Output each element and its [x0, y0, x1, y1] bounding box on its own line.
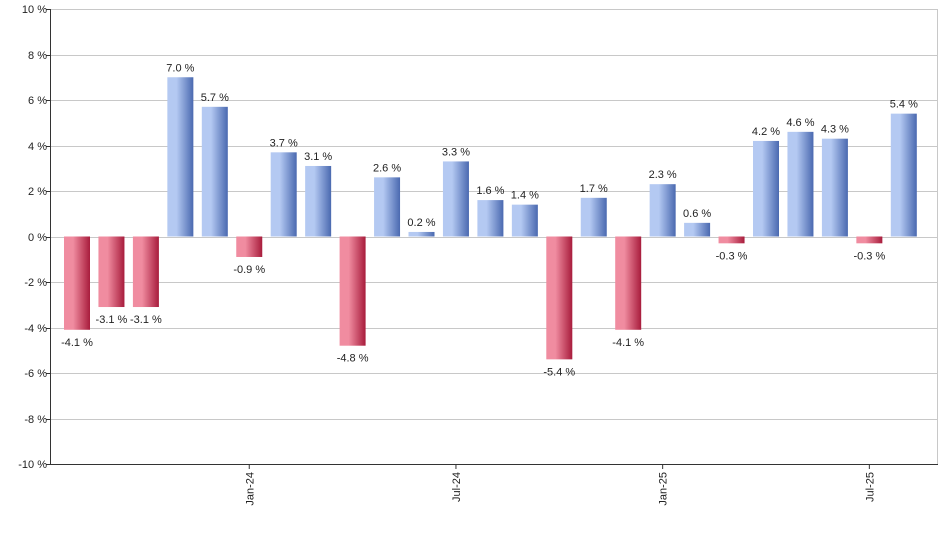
bar: [339, 236, 366, 346]
bar-value-label: 3.7 %: [270, 137, 298, 149]
bar-value-label: 7.0 %: [166, 62, 194, 74]
bar: [132, 236, 159, 308]
bar-value-label: 1.4 %: [511, 190, 539, 202]
bar: [374, 177, 401, 237]
bar-value-label: 4.3 %: [821, 124, 849, 136]
bar: [718, 236, 745, 244]
bar-value-label: -3.1 %: [96, 314, 128, 326]
bar: [477, 200, 504, 237]
data-labels: -4.1 %-3.1 % -3.1 %7.0 %5.7 %-0.9 %3.7 %3…: [61, 62, 918, 378]
bar-value-label: -4.1 %: [61, 337, 93, 349]
bar: [856, 236, 883, 244]
bar: [305, 165, 332, 237]
bar-value-label: -0.9 %: [233, 264, 265, 276]
bar-value-label: -4.1 %: [612, 337, 644, 349]
y-tick-label: -8 %: [24, 414, 47, 426]
y-tick-label: -10 %: [18, 459, 47, 471]
x-tick-label: Jan-24: [244, 472, 256, 506]
bar-value-label: 2.3 %: [649, 169, 677, 181]
bar-value-label: -0.3 %: [716, 250, 748, 262]
bar: [236, 236, 263, 257]
bar-value-label: -4.8 %: [337, 353, 369, 365]
y-tick-label: -4 %: [24, 323, 47, 335]
bar-value-label: 3.1 %: [304, 151, 332, 163]
bar-value-label: 0.2 %: [407, 217, 435, 229]
bar: [408, 231, 435, 237]
y-tick-label: 8 %: [28, 50, 47, 62]
y-tick-label: 10 %: [22, 4, 47, 16]
bar: [615, 236, 642, 330]
bar: [546, 236, 573, 360]
y-tick-label: 2 %: [28, 186, 47, 198]
bar-value-label: -5.4 %: [543, 366, 575, 378]
bar: [442, 161, 469, 237]
bar-value-label: 4.6 %: [786, 117, 814, 129]
y-tick-label: 4 %: [28, 141, 47, 153]
bar-value-label: -0.3 %: [853, 250, 885, 262]
y-tick-label: 6 %: [28, 95, 47, 107]
x-tick-label: Jul-24: [451, 472, 463, 502]
bars: [64, 77, 917, 360]
x-tick-label: Jul-25: [864, 472, 876, 502]
bar: [580, 197, 607, 237]
bar-value-label: 2.6 %: [373, 162, 401, 174]
bar-value-label: 5.4 %: [890, 99, 918, 111]
x-axis-ticks: Jan-24 Jul-24 Jan-25 Jul-25: [244, 464, 876, 506]
bar-value-label: 3.3 %: [442, 146, 470, 158]
bar: [684, 222, 711, 237]
bar-value-label: 1.6 %: [476, 185, 504, 197]
bar: [787, 131, 814, 237]
y-tick-label: -2 %: [24, 277, 47, 289]
bar: [649, 184, 676, 237]
bar-value-label: 5.7 %: [201, 92, 229, 104]
y-tick-label: 0 %: [28, 232, 47, 244]
axes: [50, 9, 938, 465]
bar-value-label: 1.7 %: [580, 183, 608, 195]
bar: [821, 138, 848, 237]
bar: [167, 77, 194, 237]
bar: [511, 204, 538, 237]
bar-value-label: 0.6 %: [683, 208, 711, 220]
bar-value-label: -3.1 %: [130, 314, 162, 326]
bar: [64, 236, 90, 330]
bar-value-label: 4.2 %: [752, 126, 780, 138]
grid-lines: [50, 9, 938, 465]
bar: [270, 152, 297, 237]
y-axis-ticks: -10 % -8 % -6 % -4 % -2 % 0 % 2 % 4 % 6 % 8 % 10 %: [18, 4, 50, 471]
y-tick-label: -6 %: [24, 368, 47, 380]
bar: [201, 106, 228, 237]
bar: [890, 113, 917, 237]
x-tick-label: Jan-25: [658, 472, 670, 506]
bar: [753, 140, 779, 237]
bar: [98, 236, 125, 308]
